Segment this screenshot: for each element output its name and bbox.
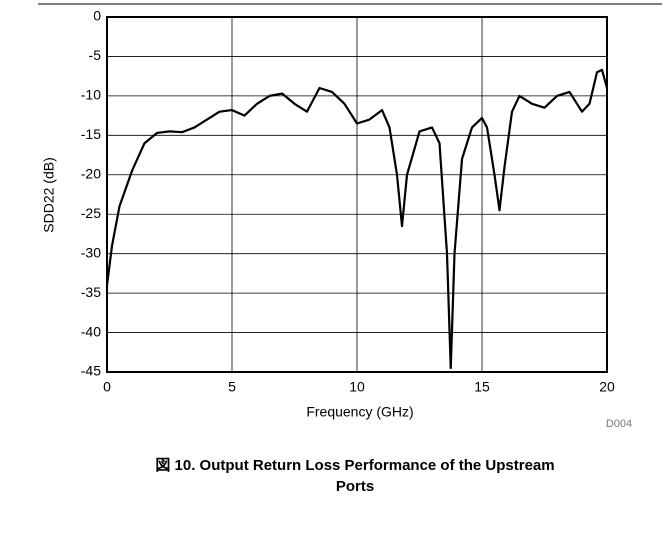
y-tick-label: -25 (81, 205, 101, 221)
y-tick-label: -5 (89, 47, 102, 63)
plot-frame (106, 16, 608, 373)
figure-id: D004 (606, 418, 632, 430)
y-tick-label: -35 (81, 284, 101, 300)
caption: 図 10. Output Return Loss Performance of … (155, 457, 555, 495)
x-tick-label: 5 (228, 379, 236, 395)
y-tick-label: -30 (81, 244, 101, 260)
y-tick-label: -40 (81, 323, 101, 339)
x-tick-label: 15 (474, 379, 490, 395)
x-tick-label: 10 (349, 379, 365, 395)
y-tick-label: -15 (81, 126, 101, 142)
y-tick-label: -10 (81, 87, 101, 103)
x-axis-label: Frequency (GHz) (306, 404, 413, 420)
y-tick-label: -20 (81, 165, 101, 181)
y-axis-label: SDD22 (dB) (41, 157, 57, 232)
y-tick-label: -45 (81, 363, 101, 379)
data-line (105, 68, 609, 370)
x-tick-label: 0 (103, 379, 111, 395)
x-tick-label: 20 (599, 379, 615, 395)
y-tick-label: 0 (93, 8, 101, 24)
